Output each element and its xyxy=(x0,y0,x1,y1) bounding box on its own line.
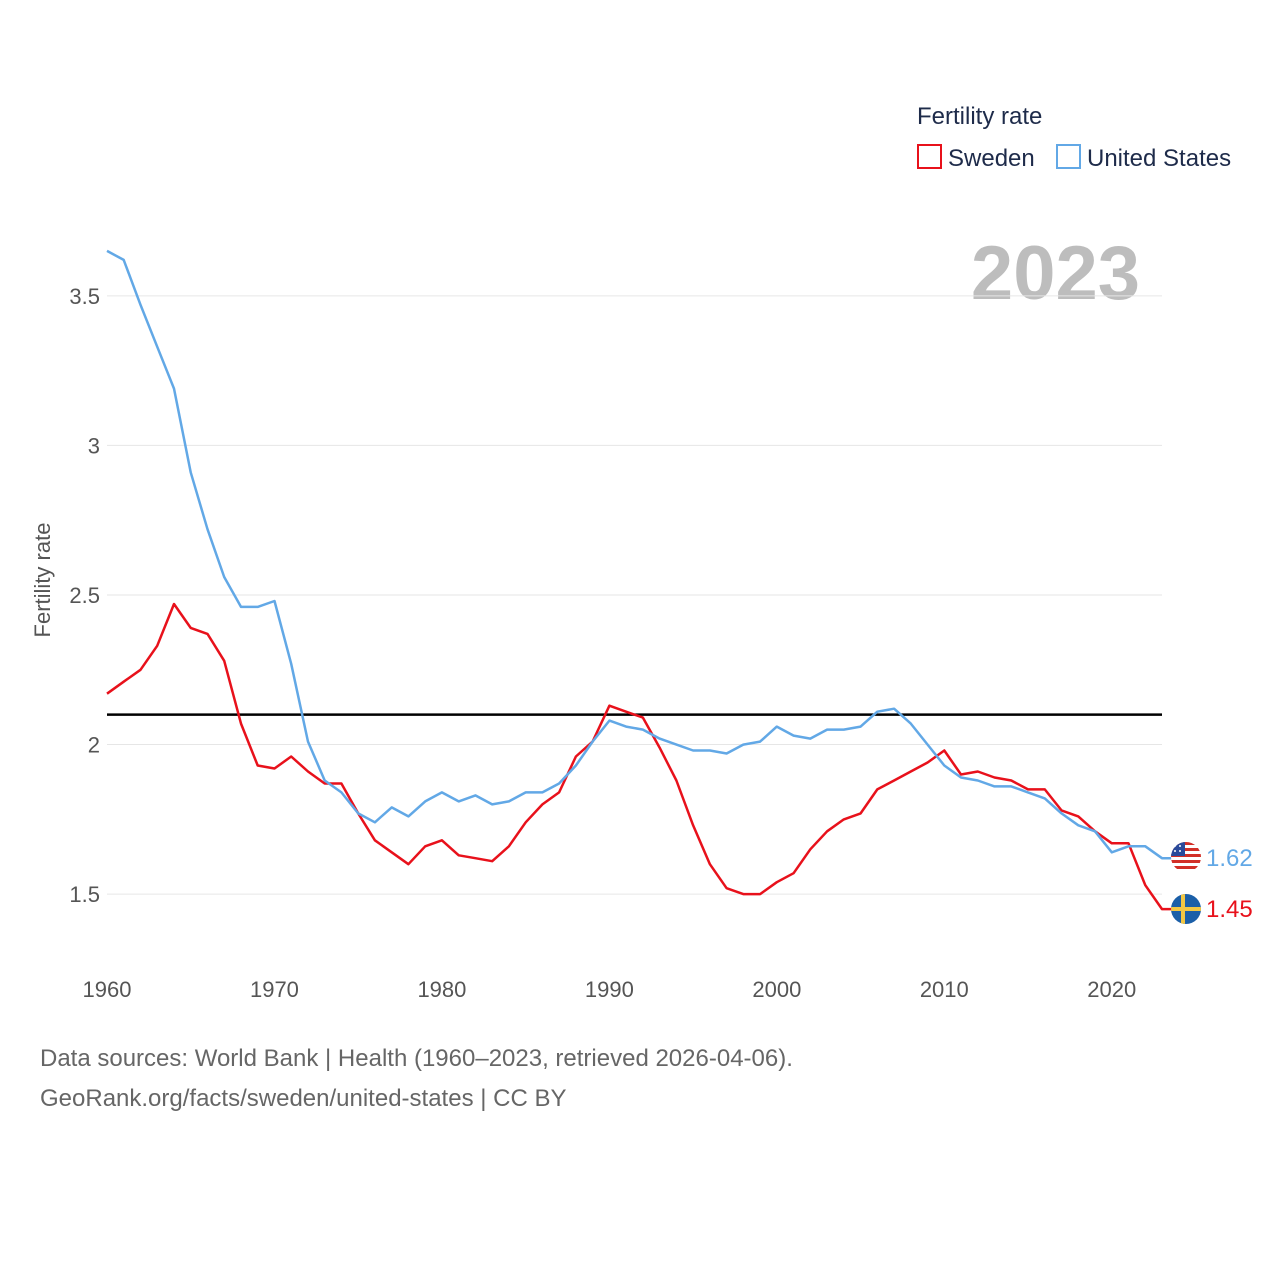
x-tick-1990: 1990 xyxy=(585,977,634,1002)
y-tick-labels: 1.5 2 2.5 3 3.5 xyxy=(69,284,100,907)
legend-swatch-sweden xyxy=(917,144,942,169)
x-tick-1980: 1980 xyxy=(417,977,466,1002)
series-lines xyxy=(106,249,1172,911)
source-line-2: GeoRank.org/facts/sweden/united-states |… xyxy=(40,1085,567,1112)
year-watermark: 2023 xyxy=(971,231,1140,316)
usa-flag-icon xyxy=(1171,842,1201,872)
x-tick-1970: 1970 xyxy=(250,977,299,1002)
y-axis-label: Fertility rate xyxy=(30,523,55,638)
y-tick-1.5: 1.5 xyxy=(69,882,100,907)
y-tick-2.5: 2.5 xyxy=(69,583,100,608)
sweden-flag-icon xyxy=(1171,894,1201,924)
series-line-united-states xyxy=(106,249,1172,860)
end-label-united-states: 1.62 xyxy=(1206,845,1253,872)
y-tick-3: 3 xyxy=(88,433,100,458)
legend-title: Fertility rate xyxy=(917,103,1042,130)
source-line-1: Data sources: World Bank | Health (1960–… xyxy=(40,1045,793,1072)
legend-item-sweden[interactable]: Sweden xyxy=(917,144,1035,172)
legend-label-united-states: United States xyxy=(1087,145,1231,172)
x-tick-2020: 2020 xyxy=(1087,977,1136,1002)
x-tick-labels: 1960 1970 1980 1990 2000 2010 2020 xyxy=(83,977,1137,1002)
legend-label-sweden: Sweden xyxy=(948,145,1035,172)
x-tick-2000: 2000 xyxy=(752,977,801,1002)
gridlines xyxy=(107,295,1162,895)
y-tick-2: 2 xyxy=(88,733,100,758)
x-tick-1960: 1960 xyxy=(83,977,132,1002)
end-labels: 1.45 1.62 xyxy=(1206,845,1253,923)
legend-swatch-united-states xyxy=(1056,144,1081,169)
legend-item-united-states[interactable]: United States xyxy=(1056,144,1231,172)
y-tick-3.5: 3.5 xyxy=(69,284,100,309)
fertility-rate-chart: Fertility rate Sweden United States 2023… xyxy=(30,103,1253,1002)
end-label-sweden: 1.45 xyxy=(1206,896,1253,923)
x-tick-2010: 2010 xyxy=(920,977,969,1002)
series-line-sweden xyxy=(106,602,1172,911)
